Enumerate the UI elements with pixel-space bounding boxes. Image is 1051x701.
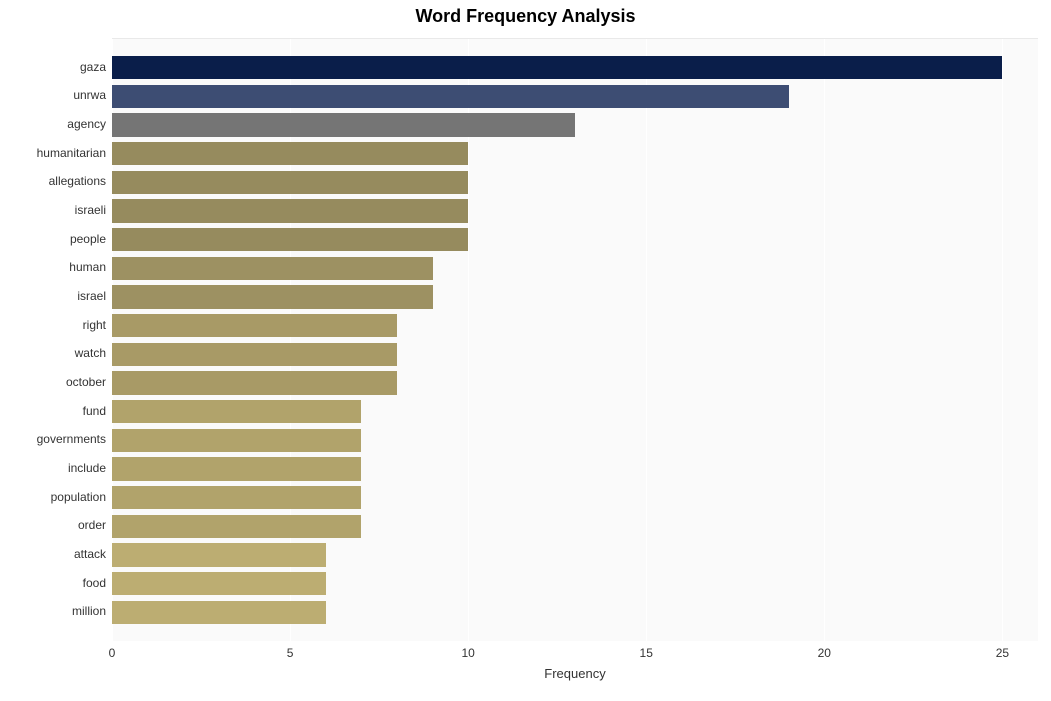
bar [112,56,1002,80]
y-tick-label: israeli [75,203,106,217]
bar [112,257,433,281]
y-tick-label: watch [75,346,106,360]
y-tick-label: unrwa [73,88,106,102]
gridline [824,39,825,641]
bar [112,543,326,567]
bar [112,457,361,481]
y-tick-label: attack [74,547,106,561]
x-tick-label: 15 [640,646,653,660]
x-axis-label: Frequency [112,666,1038,681]
y-tick-label: gaza [80,60,106,74]
y-tick-label: israel [77,289,106,303]
x-tick-label: 25 [996,646,1009,660]
chart-title: Word Frequency Analysis [0,6,1051,27]
bar [112,199,468,223]
y-tick-label: allegations [49,174,106,188]
y-tick-label: governments [37,432,106,446]
bar [112,113,575,137]
y-tick-label: human [69,260,106,274]
chart-container: Word Frequency Analysis Frequency 0 5 10 15… [0,0,1051,701]
y-tick-label: food [83,576,106,590]
bar [112,515,361,539]
y-tick-label: october [66,375,106,389]
bar [112,314,397,338]
bar [112,572,326,596]
gridline [1002,39,1003,641]
bar [112,601,326,625]
y-tick-label: population [51,490,106,504]
y-tick-label: order [78,518,106,532]
gridline [646,39,647,641]
x-tick-label: 5 [287,646,294,660]
x-tick-label: 20 [818,646,831,660]
y-tick-label: million [72,604,106,618]
bar [112,285,433,309]
x-tick-label: 0 [109,646,116,660]
y-tick-label: agency [67,117,106,131]
y-tick-label: people [70,232,106,246]
bar [112,371,397,395]
y-tick-label: include [68,461,106,475]
bar [112,171,468,195]
bar [112,142,468,166]
bar [112,343,397,367]
plot-area [112,38,1038,641]
bar [112,400,361,424]
x-tick-label: 10 [461,646,474,660]
bar [112,486,361,510]
y-tick-label: fund [83,404,106,418]
bar [112,429,361,453]
bar [112,228,468,252]
y-tick-label: humanitarian [37,146,106,160]
bar [112,85,789,109]
y-tick-label: right [83,318,106,332]
